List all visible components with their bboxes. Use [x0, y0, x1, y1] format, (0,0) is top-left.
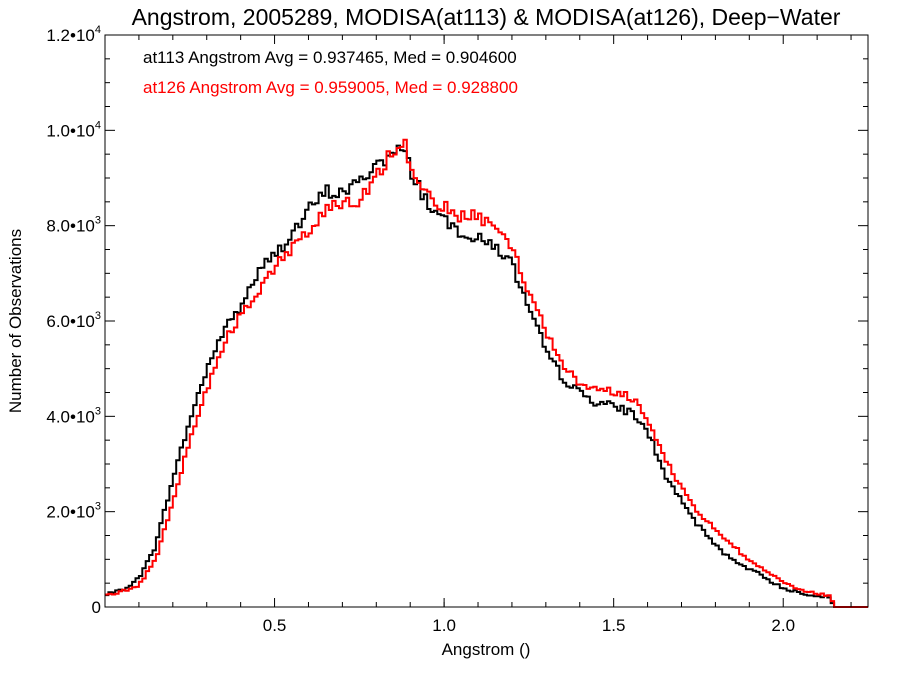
- x-tick-label: 2.0: [771, 616, 795, 635]
- y-tick-label: 1.0•104: [46, 119, 101, 140]
- x-axis-label: Angstrom (): [442, 640, 531, 659]
- y-tick-label: 0: [92, 598, 101, 617]
- y-tick-label: 4.0•103: [46, 405, 101, 426]
- legend-at126: at126 Angstrom Avg = 0.959005, Med = 0.9…: [143, 78, 518, 97]
- y-tick-label: 6.0•103: [46, 310, 101, 331]
- series-line-at113: [105, 144, 868, 608]
- x-axis-ticks: 0.5 1.0 1.5 2.0: [138, 35, 852, 635]
- x-tick-label: 1.5: [602, 616, 626, 635]
- y-axis-label: Number of Observations: [6, 229, 25, 413]
- y-axis-ticks: 0 2.0•103 4.0•103 6.0•103 8.0•103 1.0•104 1.2•…: [46, 24, 868, 617]
- x-tick-label: 0.5: [263, 616, 287, 635]
- y-tick-label: 2.0•103: [46, 501, 101, 522]
- x-tick-label: 1.0: [432, 616, 456, 635]
- y-tick-label: 8.0•103: [46, 215, 101, 236]
- series-layer: [105, 138, 868, 608]
- legend-at113: at113 Angstrom Avg = 0.937465, Med = 0.9…: [143, 48, 517, 67]
- series-line-at126: [105, 138, 868, 608]
- chart-title: Angstrom, 2005289, MODISA(at113) & MODIS…: [132, 4, 841, 30]
- y-tick-label: 1.2•104: [46, 24, 101, 45]
